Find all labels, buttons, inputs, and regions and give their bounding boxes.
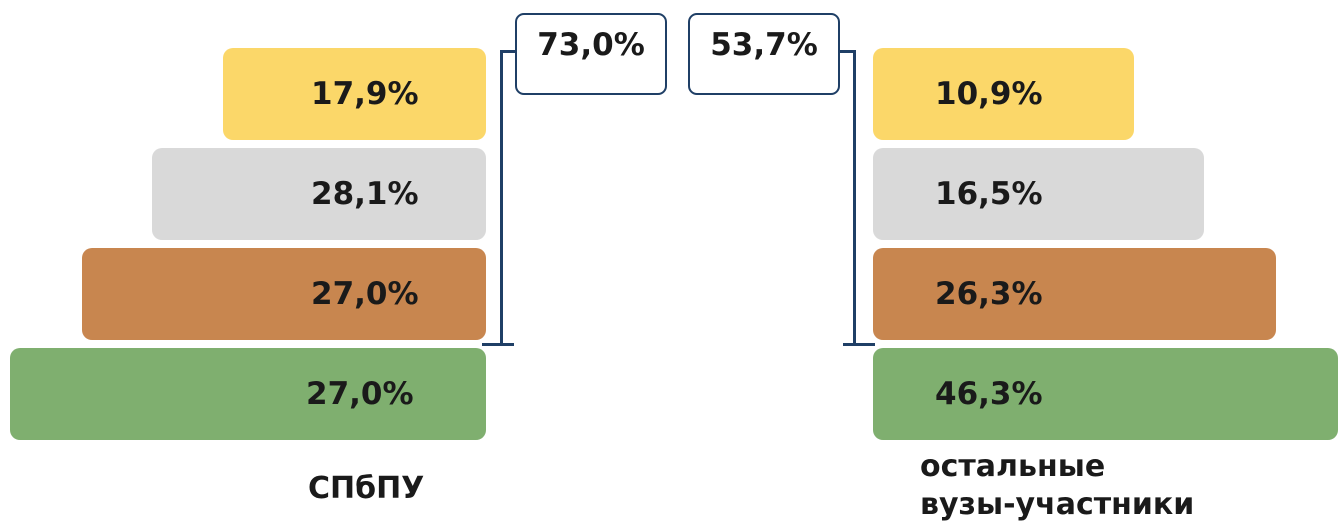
left-bracket-bottom	[482, 343, 514, 346]
left-bar-4-label: 27,0%	[306, 376, 414, 412]
right-bracket-bottom	[843, 343, 875, 346]
left-bar-1: 17,9%	[223, 48, 486, 140]
right-group-label: остальные вузы-участники	[920, 448, 1194, 524]
right-bar-3: 26,3%	[873, 248, 1276, 340]
left-bar-3: 27,0%	[82, 248, 486, 340]
right-bar-1: 10,9%	[873, 48, 1134, 140]
cropped-title-fragment	[330, 0, 450, 6]
left-bracket-vertical	[500, 50, 503, 346]
right-group-label-line-2: вузы-участники	[920, 487, 1195, 522]
right-total-box: 53,7%	[688, 13, 840, 95]
right-bar-1-label: 10,9%	[935, 76, 1043, 112]
right-bar-3-label: 26,3%	[935, 276, 1043, 312]
left-bar-4: 27,0%	[10, 348, 486, 440]
right-bracket-top	[840, 50, 856, 53]
right-bar-2-label: 16,5%	[935, 176, 1043, 212]
left-bar-3-label: 27,0%	[311, 276, 419, 312]
right-bar-4: 46,3%	[873, 348, 1338, 440]
right-group-label-line-1: остальные	[920, 449, 1106, 484]
left-total-box: 73,0%	[515, 13, 667, 95]
left-bracket-top	[500, 50, 516, 53]
right-bar-4-label: 46,3%	[935, 376, 1043, 412]
left-group-label: СПбПУ	[308, 471, 425, 506]
left-bar-2-label: 28,1%	[311, 176, 419, 212]
right-total-label: 53,7%	[710, 27, 818, 63]
right-bar-2: 16,5%	[873, 148, 1204, 240]
right-bracket-vertical	[853, 50, 856, 346]
left-bar-1-label: 17,9%	[311, 76, 419, 112]
left-bar-2: 28,1%	[152, 148, 486, 240]
left-total-label: 73,0%	[537, 27, 645, 63]
